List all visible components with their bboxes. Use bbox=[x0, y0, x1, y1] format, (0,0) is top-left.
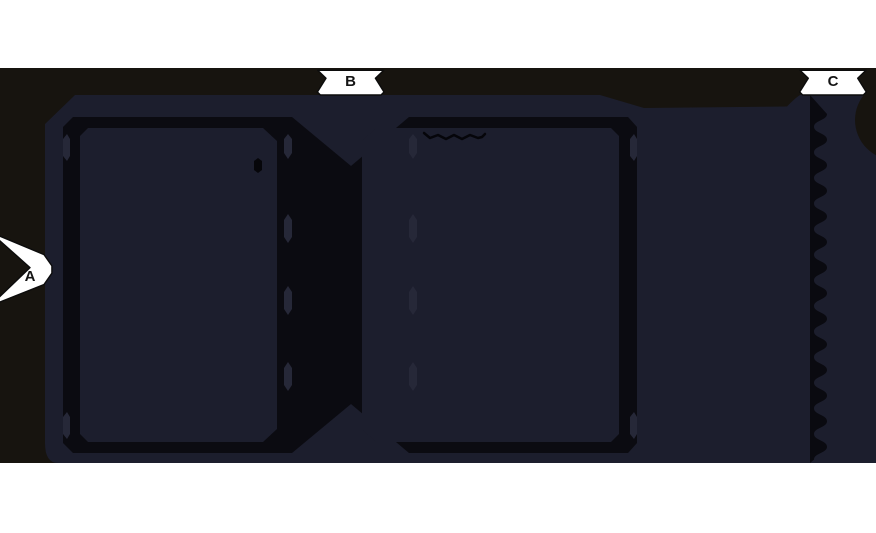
svg-text:C: C bbox=[828, 73, 839, 90]
svg-text:B: B bbox=[345, 73, 356, 90]
svg-text:A: A bbox=[25, 268, 36, 285]
